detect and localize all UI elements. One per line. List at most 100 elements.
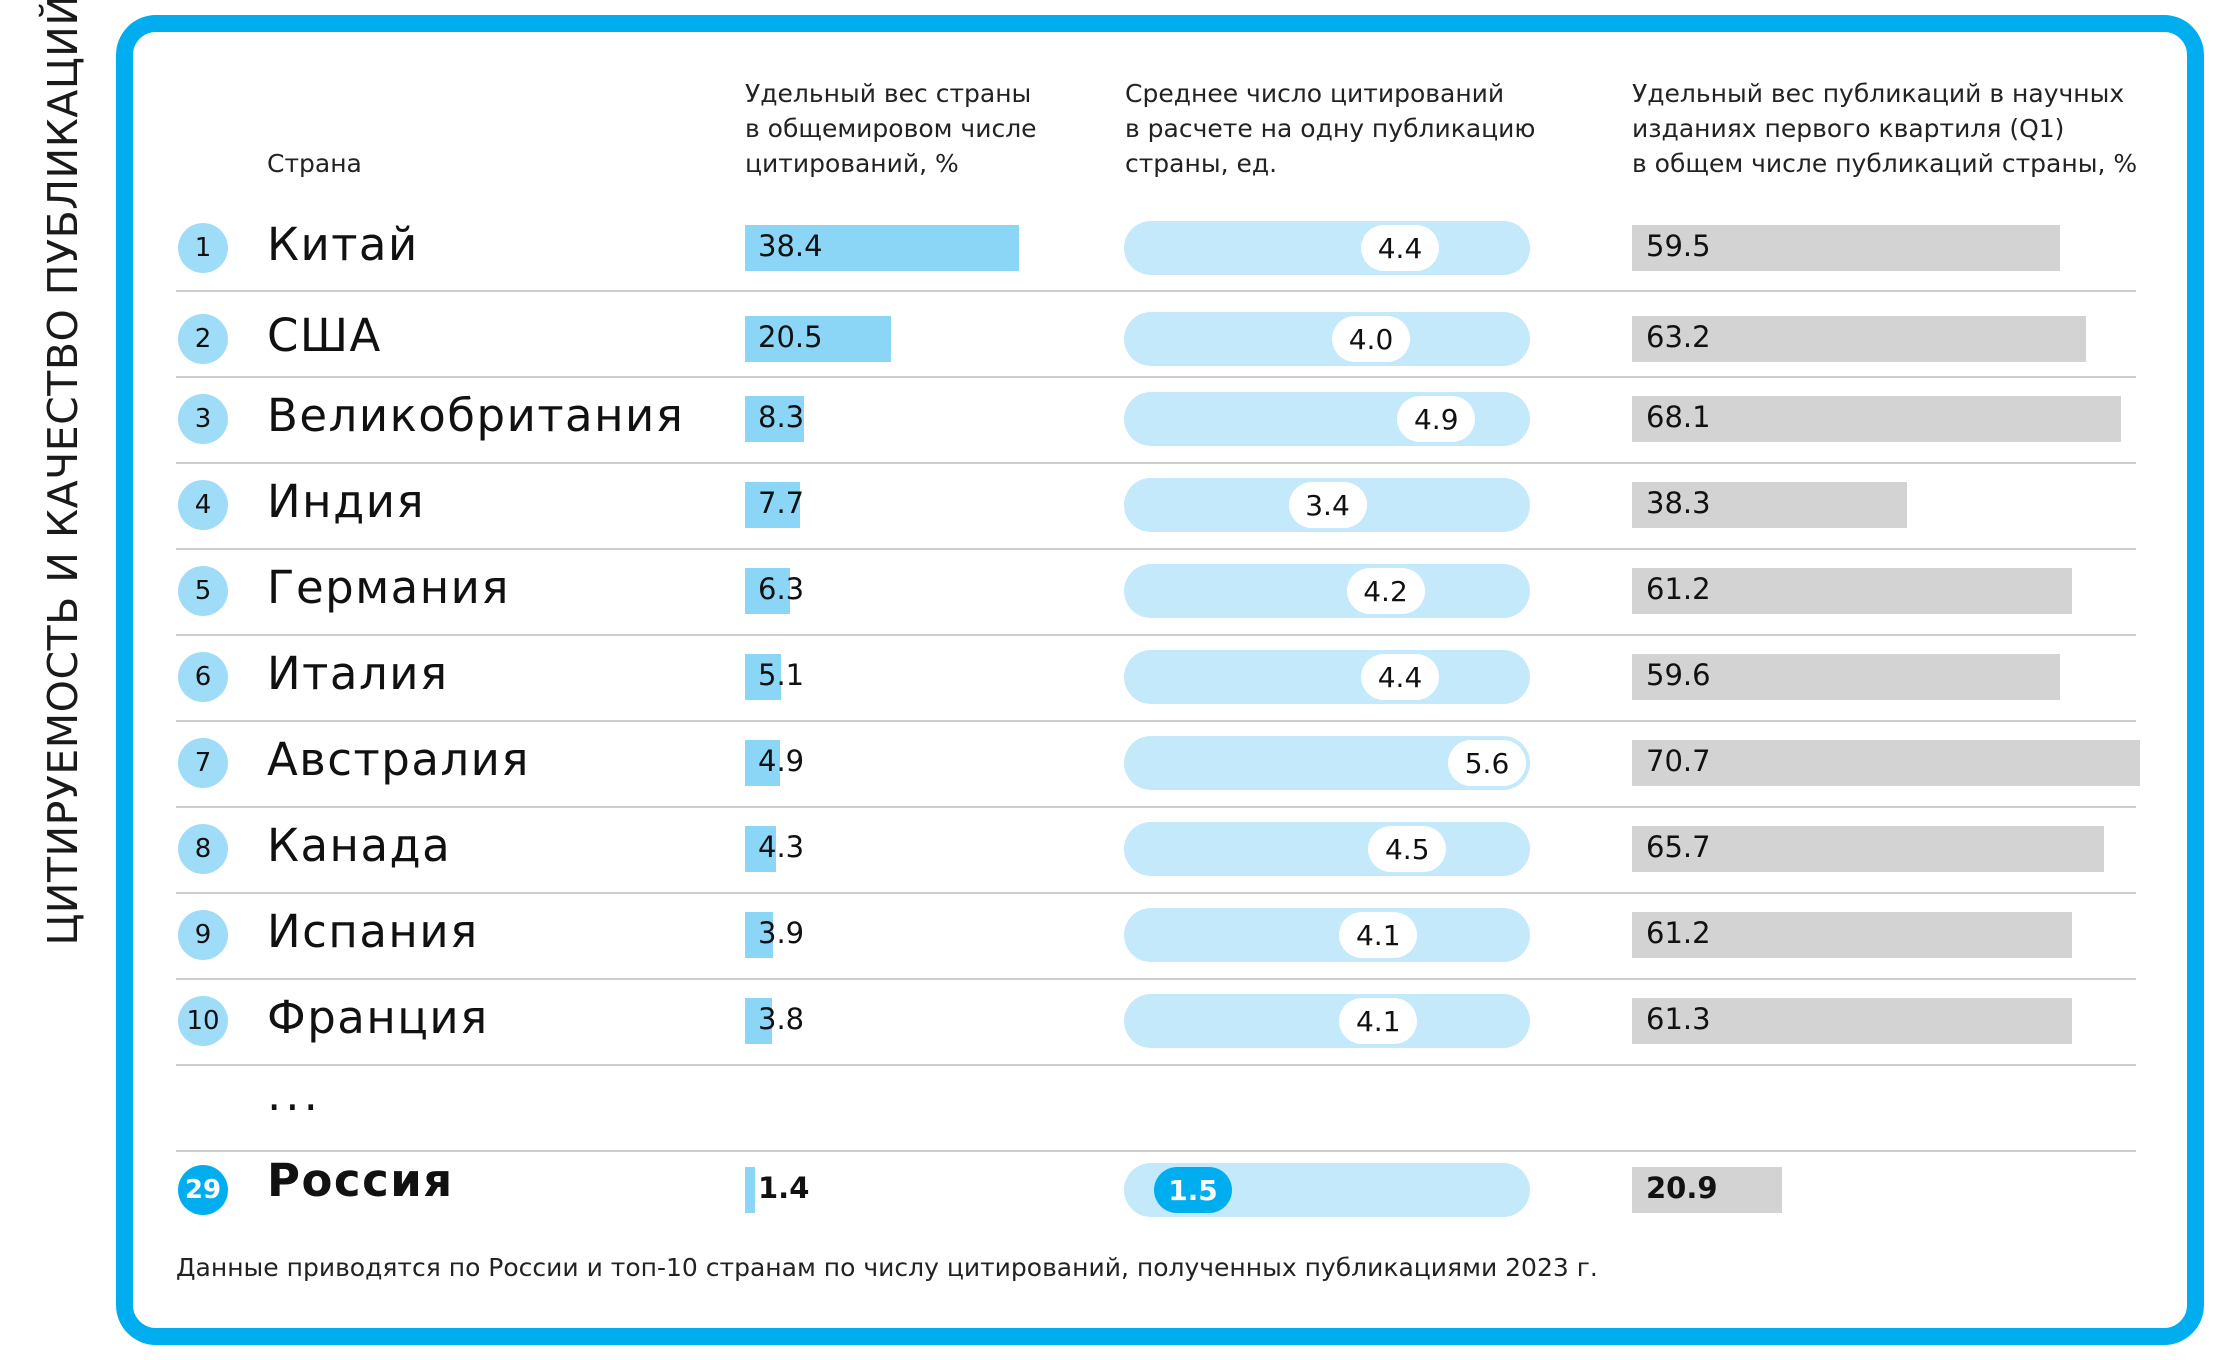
- rank-badge: 7: [178, 738, 228, 788]
- rank-badge: 29: [178, 1165, 228, 1215]
- q1-share-bar: [1632, 912, 2072, 958]
- header-share-line: цитирований, %: [745, 149, 959, 178]
- q1-share-value: 68.1: [1646, 400, 1711, 434]
- avg-citations-value: 4.1: [1339, 998, 1418, 1044]
- q1-share-value: 61.3: [1646, 1002, 1711, 1036]
- country-name: Германия: [267, 561, 510, 614]
- share-bar: [745, 1167, 755, 1213]
- row-divider: [176, 1150, 2136, 1152]
- share-bar: [745, 396, 805, 442]
- q1-share-value: 63.2: [1646, 320, 1711, 354]
- avg-citations-value: 4.9: [1397, 396, 1476, 442]
- country-name: Австралия: [267, 733, 530, 786]
- avg-citations-value: 4.4: [1361, 225, 1439, 271]
- header-avg-line: в расчете на одну публикацию: [1125, 114, 1536, 143]
- rank-badge: 1: [178, 223, 228, 273]
- avg-citations-track: 4.2: [1124, 564, 1530, 618]
- share-bar: [745, 316, 892, 362]
- rank-badge: 8: [178, 824, 228, 874]
- q1-share-bar: [1632, 225, 2060, 271]
- share-bar: [745, 225, 1019, 271]
- q1-share-value: 38.3: [1646, 486, 1711, 520]
- row-divider: [176, 548, 2136, 550]
- share-bar: [745, 826, 776, 872]
- header-share: Удельный вес страны в общемировом числе …: [745, 76, 1037, 181]
- share-value: 5.1: [758, 658, 805, 692]
- chart-frame: [116, 15, 2204, 1345]
- rank-badge: 4: [178, 480, 228, 530]
- avg-citations-track: 4.0: [1124, 312, 1530, 366]
- country-name: Россия: [267, 1154, 454, 1207]
- share-bar: [745, 568, 790, 614]
- header-q1-line: Удельный вес публикаций в научных: [1632, 79, 2125, 108]
- q1-share-bar: [1632, 826, 2105, 872]
- row-divider: [176, 634, 2136, 636]
- rank-badge: 3: [178, 394, 228, 444]
- share-value: 4.9: [758, 744, 805, 778]
- header-share-line: Удельный вес страны: [745, 79, 1032, 108]
- q1-share-value: 61.2: [1646, 916, 1711, 950]
- rank-badge: 9: [178, 910, 228, 960]
- share-value: 6.3: [758, 572, 805, 606]
- q1-share-bar: [1632, 568, 2072, 614]
- q1-share-value: 70.7: [1646, 744, 1711, 778]
- country-name: Франция: [267, 991, 489, 1044]
- q1-share-value: 65.7: [1646, 830, 1711, 864]
- avg-citations-value: 5.6: [1448, 740, 1526, 786]
- row-divider: [176, 978, 2136, 980]
- country-name: Индия: [267, 475, 426, 528]
- country-name: США: [267, 309, 382, 362]
- country-name: Китай: [267, 218, 419, 271]
- avg-citations-track: 5.6: [1124, 736, 1530, 790]
- avg-citations-track: 4.1: [1124, 994, 1530, 1048]
- footnote: Данные приводятся по России и топ-10 стр…: [176, 1253, 1598, 1282]
- header-avg-citations: Среднее число цитирований в расчете на о…: [1125, 76, 1535, 181]
- q1-share-bar: [1632, 396, 2122, 442]
- rank-badge: 10: [178, 996, 228, 1046]
- header-q1-line: в общем числе публикаций страны, %: [1632, 149, 2138, 178]
- share-value: 38.4: [758, 229, 823, 263]
- row-divider: [176, 462, 2136, 464]
- share-value: 7.7: [758, 486, 805, 520]
- avg-citations-value: 1.5: [1154, 1167, 1232, 1213]
- q1-share-value: 61.2: [1646, 572, 1711, 606]
- row-divider: [176, 720, 2136, 722]
- share-bar: [745, 482, 800, 528]
- row-divider: [176, 376, 2136, 378]
- row-divider: [176, 290, 2136, 292]
- rank-badge: 6: [178, 652, 228, 702]
- header-country-label: Страна: [267, 149, 362, 178]
- header-share-line: в общемировом числе: [745, 114, 1037, 143]
- ellipsis: ...: [267, 1068, 322, 1121]
- header-q1-share: Удельный вес публикаций в научных издани…: [1632, 76, 2137, 181]
- country-name: Канада: [267, 819, 452, 872]
- avg-citations-track: 1.5: [1124, 1163, 1530, 1217]
- q1-share-bar: [1632, 654, 2061, 700]
- share-value: 8.3: [758, 400, 805, 434]
- avg-citations-track: 4.5: [1124, 822, 1530, 876]
- header-avg-line: страны, ед.: [1125, 149, 1278, 178]
- country-name: Испания: [267, 905, 479, 958]
- row-divider: [176, 1064, 2136, 1066]
- header-country: Страна: [267, 146, 362, 181]
- q1-share-bar: [1632, 316, 2087, 362]
- header-q1-line: изданиях первого квартиля (Q1): [1632, 114, 2065, 143]
- avg-citations-track: 4.4: [1124, 221, 1530, 275]
- header-avg-line: Среднее число цитирований: [1125, 79, 1505, 108]
- share-bar: [745, 654, 782, 700]
- country-name: Италия: [267, 647, 449, 700]
- share-bar: [745, 740, 780, 786]
- rank-badge: 5: [178, 566, 228, 616]
- avg-citations-value: 4.0: [1332, 316, 1410, 362]
- avg-citations-value: 4.1: [1339, 912, 1418, 958]
- share-value: 3.9: [758, 916, 805, 950]
- avg-citations-value: 4.4: [1361, 654, 1439, 700]
- avg-citations-track: 4.4: [1124, 650, 1530, 704]
- share-value: 3.8: [758, 1002, 805, 1036]
- avg-citations-value: 4.5: [1368, 826, 1447, 872]
- avg-citations-track: 3.4: [1124, 478, 1530, 532]
- share-value: 1.4: [758, 1171, 810, 1205]
- row-divider: [176, 806, 2136, 808]
- row-divider: [176, 892, 2136, 894]
- country-name: Великобритания: [267, 389, 685, 442]
